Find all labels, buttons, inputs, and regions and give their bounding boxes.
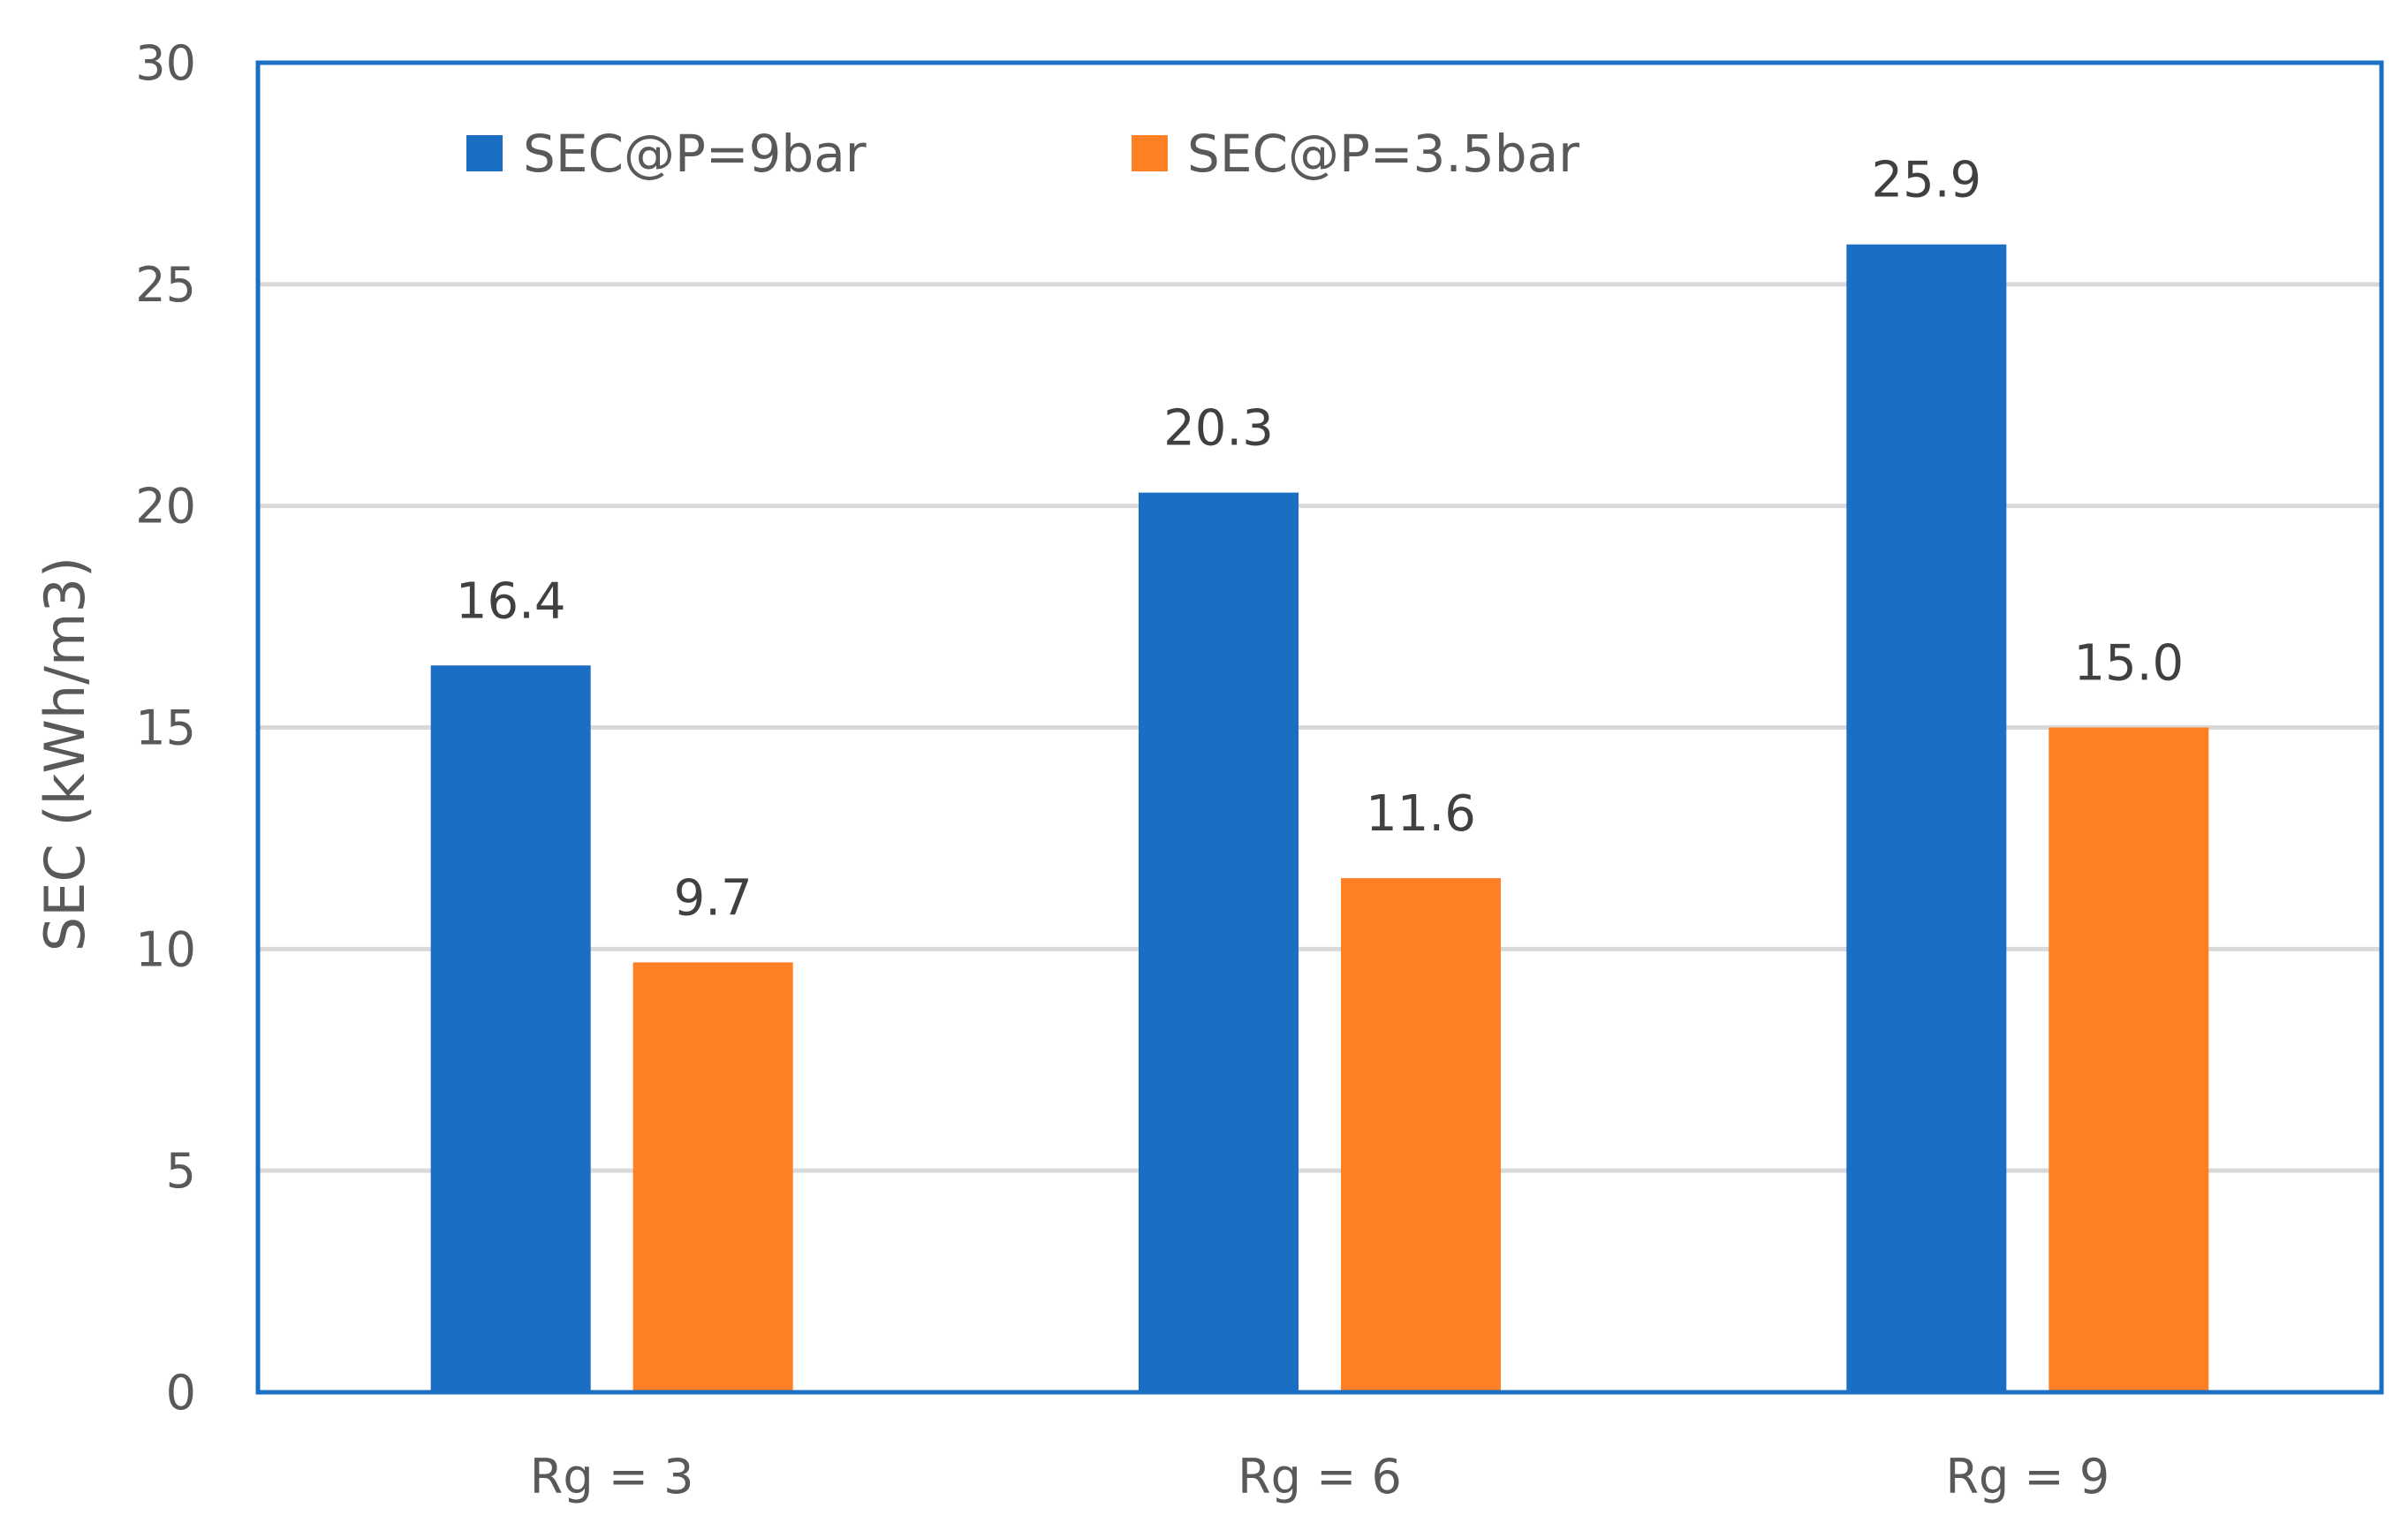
legend-swatch xyxy=(1132,135,1168,171)
x-axis-ticks: Rg = 3 Rg = 6 Rg = 9 xyxy=(530,1449,2109,1504)
bar-p9bar-2 xyxy=(1139,492,1299,1392)
legend-label: SEC@P=3.5bar xyxy=(1187,124,1579,184)
y-tick-label: 5 xyxy=(166,1143,196,1199)
y-tick-label: 25 xyxy=(135,257,196,313)
y-tick-label: 15 xyxy=(135,701,196,756)
y-tick-label: 20 xyxy=(135,479,196,534)
legend: SEC@P=9bar SEC@P=3.5bar xyxy=(466,124,1579,184)
gridlines xyxy=(258,282,2381,1173)
bars xyxy=(430,244,2209,1392)
legend-label: SEC@P=9bar xyxy=(523,124,867,184)
bar-p9bar-3 xyxy=(1846,244,2007,1392)
data-label: 9.7 xyxy=(674,869,753,927)
x-tick-label: Rg = 6 xyxy=(1238,1449,1402,1504)
data-label: 15.0 xyxy=(2073,635,2184,693)
data-label: 20.3 xyxy=(1163,400,1274,458)
y-tick-label: 30 xyxy=(135,35,196,91)
y-axis-ticks: 0 5 10 15 20 25 30 xyxy=(135,35,196,1421)
bar-p3-5bar-3 xyxy=(2048,727,2209,1392)
bar-p3-5bar-2 xyxy=(1341,878,1501,1392)
x-tick-label: Rg = 9 xyxy=(1945,1449,2109,1504)
data-label: 16.4 xyxy=(456,572,566,630)
data-labels: 16.4 9.7 20.3 11.6 25.9 15.0 xyxy=(456,152,2184,928)
y-tick-label: 10 xyxy=(135,921,196,977)
legend-swatch xyxy=(466,135,503,171)
plot-frame xyxy=(255,60,2384,1395)
x-tick-label: Rg = 3 xyxy=(530,1449,694,1504)
data-label: 25.9 xyxy=(1871,152,1981,209)
bar-p9bar-1 xyxy=(430,665,591,1392)
bar-p3-5bar-1 xyxy=(632,962,793,1392)
data-label: 11.6 xyxy=(1366,785,1476,843)
y-tick-label: 0 xyxy=(166,1365,196,1421)
y-axis-label: SEC (kWh/m3) xyxy=(33,557,97,951)
